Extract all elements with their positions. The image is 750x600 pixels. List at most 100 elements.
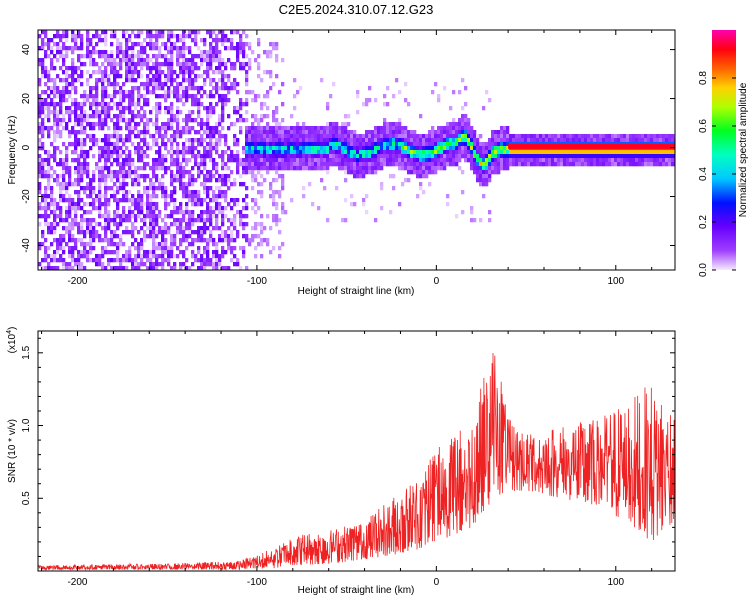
- spectrogram-cell: [254, 202, 258, 207]
- spectrogram-cell: [62, 86, 66, 91]
- spectrogram-cell: [623, 158, 627, 163]
- spectrogram-cell: [116, 258, 120, 263]
- spectrogram-cell: [47, 42, 51, 47]
- spectrogram-cell: [188, 226, 192, 231]
- spectrogram-cell: [293, 126, 297, 131]
- spectrogram-cell: [647, 138, 651, 143]
- spectrogram-cell: [155, 30, 159, 35]
- spectrogram-cell: [215, 38, 219, 43]
- spectrogram-cell: [512, 162, 516, 167]
- spectrogram-cell: [392, 94, 396, 99]
- spectrogram-cell: [215, 142, 219, 147]
- spectrogram-cell: [209, 238, 213, 243]
- spectrogram-cell: [104, 202, 108, 207]
- spectrogram-cell: [260, 166, 264, 171]
- spectrogram-cell: [134, 262, 138, 267]
- spectrogram-cell: [557, 154, 561, 159]
- spectrogram-cell: [590, 134, 594, 139]
- spectrogram-cell: [170, 142, 174, 147]
- spectrogram-cell: [95, 166, 99, 171]
- spectrogram-cell: [365, 142, 369, 147]
- spectrogram-cell: [182, 190, 186, 195]
- spectrogram-cell: [608, 138, 612, 143]
- spectrogram-cell: [275, 206, 279, 211]
- spectrogram-cell: [116, 50, 120, 55]
- spectrogram-cell: [557, 158, 561, 163]
- spectrogram-cell: [245, 130, 249, 135]
- spectrogram-cell: [302, 126, 306, 131]
- spectrogram-cell: [200, 254, 204, 259]
- spectrogram-cell: [359, 134, 363, 139]
- spectrogram-cell: [38, 242, 42, 247]
- spectrogram-cell: [251, 238, 255, 243]
- spectrogram-cell: [113, 222, 117, 227]
- spectrogram-cell: [197, 74, 201, 79]
- spectrogram-cell: [212, 54, 216, 59]
- spectrogram-cell: [47, 94, 51, 99]
- spectrogram-cell: [380, 154, 384, 159]
- spectrogram-cell: [122, 178, 126, 183]
- spectrogram-cell: [314, 154, 318, 159]
- spectrogram-cell: [179, 130, 183, 135]
- spectrogram-cell: [218, 118, 222, 123]
- spectrogram-cell: [146, 102, 150, 107]
- spectrogram-cell: [278, 162, 282, 167]
- spectrogram-cell: [80, 186, 84, 191]
- spectrogram-cell: [101, 122, 105, 127]
- spectrogram-cell: [275, 158, 279, 163]
- spectrogram-cell: [347, 122, 351, 127]
- spectrogram-cell: [170, 90, 174, 95]
- spectrogram-cell: [557, 150, 561, 155]
- spectrogram-cell: [467, 130, 471, 135]
- spectrogram-cell: [416, 154, 420, 159]
- spectrogram-cell: [80, 250, 84, 255]
- spectrogram-cell: [146, 174, 150, 179]
- spectrogram-cell: [176, 118, 180, 123]
- spectrogram-cell: [353, 142, 357, 147]
- spectrogram-cell: [158, 30, 162, 35]
- spectrogram-cell: [365, 154, 369, 159]
- spectrogram-cell: [89, 194, 93, 199]
- spectrogram-cell: [80, 174, 84, 179]
- spectrogram-cell: [299, 166, 303, 171]
- spectrogram-cell: [200, 218, 204, 223]
- spectrogram-cell: [182, 94, 186, 99]
- spectrogram-cell: [413, 142, 417, 147]
- spectrogram-cell: [128, 250, 132, 255]
- spectrogram-cell: [125, 50, 129, 55]
- spectrogram-cell: [149, 262, 153, 267]
- spectrogram-cell: [401, 138, 405, 143]
- spectrogram-cell: [344, 130, 348, 135]
- spectrogram-cell: [92, 154, 96, 159]
- spectrogram-cell: [38, 106, 42, 111]
- spectrogram-cell: [53, 250, 57, 255]
- spectrogram-cell: [77, 166, 81, 171]
- spectrogram-cell: [62, 118, 66, 123]
- spectrogram-cell: [149, 186, 153, 191]
- spectrogram-cell: [191, 110, 195, 115]
- spectrogram-cell: [581, 154, 585, 159]
- spectrogram-cell: [197, 122, 201, 127]
- spectrogram-cell: [209, 146, 213, 151]
- spectrogram-cell: [92, 114, 96, 119]
- spectrogram-cell: [437, 166, 441, 171]
- spectrogram-cell: [212, 214, 216, 219]
- spectrogram-cell: [176, 170, 180, 175]
- spectrogram-cell: [539, 162, 543, 167]
- spectrogram-cell: [206, 146, 210, 151]
- spectrogram-cell: [227, 218, 231, 223]
- spectrogram-cell: [59, 150, 63, 155]
- spectrogram-cell: [80, 130, 84, 135]
- spectrogram-cell: [104, 110, 108, 115]
- spectrogram-cell: [41, 174, 45, 179]
- spectrogram-cell: [134, 54, 138, 59]
- spectrogram-cell: [638, 158, 642, 163]
- spectrogram-cell: [515, 158, 519, 163]
- spectrogram-cell: [233, 86, 237, 91]
- spectrogram-cell: [98, 174, 102, 179]
- spectrogram-cell: [332, 150, 336, 155]
- spectrogram-cell: [425, 146, 429, 151]
- spectrogram-cell: [53, 134, 57, 139]
- spectrogram-cell: [134, 198, 138, 203]
- spectrogram-cell: [428, 166, 432, 171]
